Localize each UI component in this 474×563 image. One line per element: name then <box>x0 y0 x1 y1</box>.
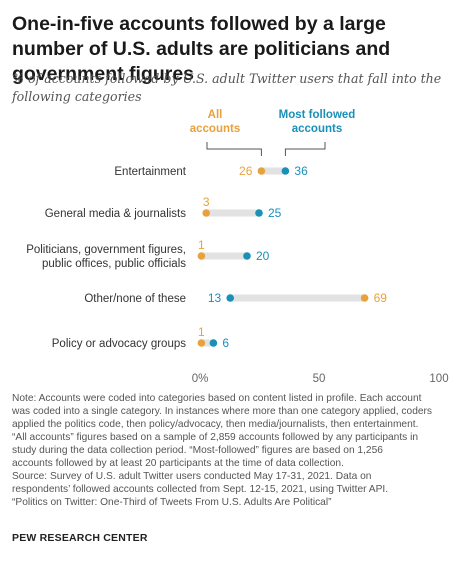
category-label: Other/none of these <box>84 293 186 305</box>
x-tick-label: 100 <box>429 373 448 385</box>
dot-most-followed <box>281 167 290 175</box>
value-label-all: 26 <box>239 164 253 178</box>
value-label-most: 36 <box>294 164 308 178</box>
legend-most-label: accounts <box>292 123 343 135</box>
dot-most-followed <box>209 339 218 347</box>
dot-most-followed <box>226 294 234 302</box>
dot-most-followed <box>243 252 251 260</box>
note-line: accounts followed by at least 20 partici… <box>12 458 344 469</box>
note-line: applied the politics code, then policy/a… <box>12 419 419 430</box>
note-line: “Politics on Twitter: One-Third of Tweet… <box>12 497 332 508</box>
dot-all-accounts <box>360 294 369 302</box>
category-label: public offices, public officials <box>42 258 186 270</box>
category-label: Politicians, government figures, <box>26 244 186 256</box>
chart-note: Note: Accounts were coded into categorie… <box>12 392 467 509</box>
chart-title: One-in-five accounts followed by a large… <box>12 13 391 85</box>
value-label-all: 1 <box>198 325 205 339</box>
category-label: Entertainment <box>114 166 186 178</box>
dot-all-accounts <box>197 252 206 260</box>
dot-plot-chart: All accounts Most followed accounts Entertai… <box>26 109 448 385</box>
legend-most-label: Most followed <box>279 109 356 121</box>
legend-all-connector <box>206 142 262 156</box>
x-tick-label: 50 <box>313 373 326 385</box>
note-line: respondents’ followed accounts collected… <box>12 484 389 495</box>
note-line: “All accounts” figures based on a sample… <box>12 432 419 443</box>
chart-subtitle: % of accounts followed by U.S. adult Twi… <box>12 71 442 104</box>
note-line: Note: Accounts were coded into categorie… <box>12 393 422 404</box>
dot-all-accounts <box>257 167 266 175</box>
legend-most-connector <box>284 142 326 156</box>
x-tick-label: 0% <box>192 373 209 385</box>
legend-all-label: All <box>208 109 223 121</box>
value-label-most: 25 <box>268 206 282 220</box>
value-label-all: 1 <box>198 238 205 252</box>
value-label-most: 13 <box>208 291 222 305</box>
source-brand: PEW RESEARCH CENTER <box>12 532 148 544</box>
value-label-all: 3 <box>203 195 210 209</box>
value-label-most: 20 <box>256 249 270 263</box>
category-label: Policy or advocacy groups <box>52 338 186 350</box>
dot-all-accounts <box>197 339 206 347</box>
note-line: was coded into a single category. In ins… <box>12 406 433 417</box>
note-line: study during the data collection period.… <box>12 445 383 456</box>
legend-all-label: accounts <box>190 123 241 135</box>
value-label-most: 6 <box>222 336 229 350</box>
note-line: Source: Survey of U.S. adult Twitter use… <box>12 471 372 482</box>
dot-most-followed <box>255 209 263 217</box>
value-label-all: 69 <box>374 291 388 305</box>
dot-all-accounts <box>202 209 210 217</box>
category-label: General media & journalists <box>45 208 187 220</box>
